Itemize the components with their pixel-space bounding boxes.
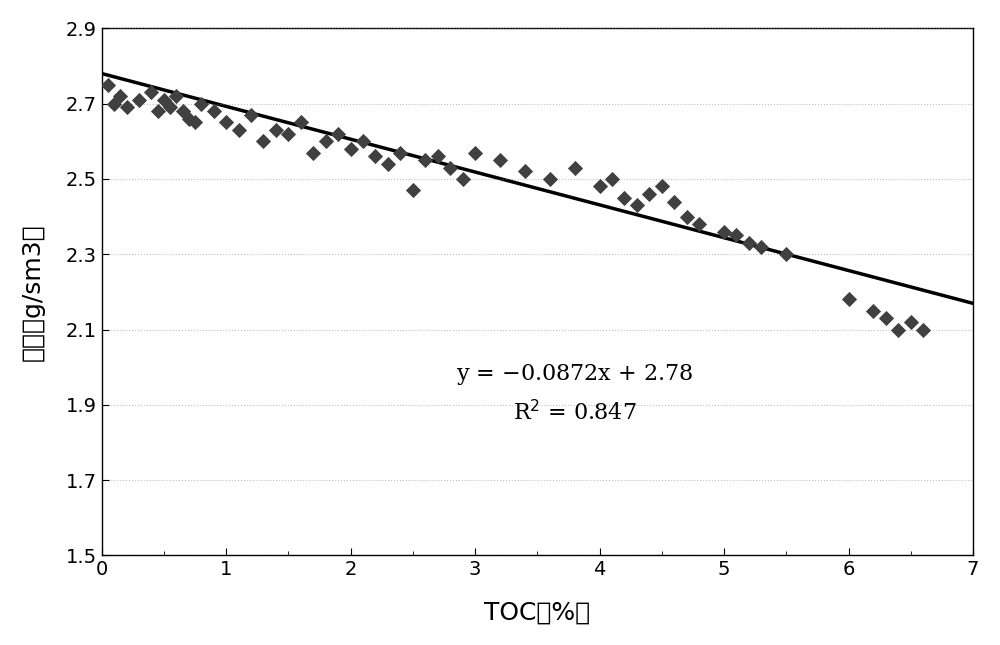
Point <box>106 99 122 109</box>
Point <box>193 99 209 109</box>
Point <box>231 125 247 135</box>
Point <box>162 103 178 113</box>
Point <box>218 117 234 128</box>
Point <box>430 151 446 161</box>
Point <box>367 151 383 161</box>
Point <box>143 87 159 97</box>
Point <box>778 249 794 259</box>
Point <box>741 238 757 248</box>
Point <box>355 136 371 146</box>
Point <box>119 103 135 113</box>
Point <box>841 294 857 304</box>
Point <box>679 212 695 222</box>
Point <box>255 136 271 146</box>
Point <box>175 106 191 116</box>
Point <box>268 125 284 135</box>
Point <box>330 128 346 139</box>
Point <box>517 166 533 177</box>
Point <box>380 159 396 169</box>
Point <box>654 181 670 192</box>
Point <box>181 114 197 124</box>
Point <box>629 200 645 210</box>
Point <box>455 174 471 184</box>
Point <box>467 148 483 158</box>
X-axis label: TOC（%）: TOC（%） <box>484 600 590 624</box>
Point <box>293 117 309 128</box>
Point <box>616 193 632 203</box>
Point <box>492 155 508 165</box>
Text: y = $-$0.0872x + 2.78: y = $-$0.0872x + 2.78 <box>456 362 693 387</box>
Point <box>691 219 707 229</box>
Point <box>112 91 128 101</box>
Point <box>156 95 172 105</box>
Point <box>187 117 203 128</box>
Point <box>592 181 608 192</box>
Point <box>168 91 184 101</box>
Point <box>343 144 359 154</box>
Point <box>666 196 682 206</box>
Y-axis label: 密度（g/sm3）: 密度（g/sm3） <box>21 223 45 361</box>
Point <box>318 136 334 146</box>
Point <box>542 174 558 184</box>
Point <box>150 106 166 116</box>
Point <box>392 148 408 158</box>
Point <box>417 155 433 165</box>
Point <box>567 163 583 173</box>
Point <box>865 306 881 316</box>
Point <box>243 110 259 120</box>
Point <box>131 95 147 105</box>
Point <box>915 324 931 335</box>
Point <box>903 317 919 327</box>
Point <box>405 185 421 195</box>
Point <box>604 174 620 184</box>
Point <box>206 106 222 116</box>
Point <box>753 242 769 252</box>
Point <box>728 230 744 241</box>
Point <box>890 324 906 335</box>
Point <box>641 189 657 199</box>
Point <box>716 226 732 237</box>
Text: R$^2$ = 0.847: R$^2$ = 0.847 <box>513 400 636 425</box>
Point <box>100 79 116 90</box>
Point <box>280 128 296 139</box>
Point <box>878 313 894 323</box>
Point <box>305 148 321 158</box>
Point <box>442 163 458 173</box>
